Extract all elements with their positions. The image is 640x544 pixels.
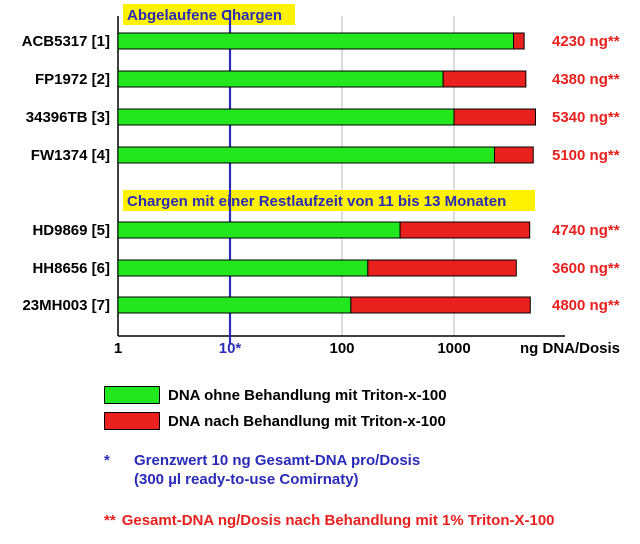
bar-untreated [117,296,352,314]
bar-untreated [117,32,515,50]
triton-note: ** Gesamt-DNA ng/Dosis nach Behandlung mi… [104,512,555,529]
legend-label-treated: DNA nach Behandlung mit Triton-x-100 [168,412,446,430]
value-label: 3600 ng** [552,260,620,277]
category-label: 23MH003 [7] [22,297,110,314]
legend-item-untreated: DNA ohne Behandlung mit Triton-x-100 [104,382,624,408]
labels-layer: ACB5317 [1] 4230 ng** FP1972 [2] 4380 ng** 3… [22,33,620,357]
threshold-note: * Grenzwert 10 ng Gesamt-DNA pro/Dosis (3… [104,452,420,488]
x-axis-label: ng DNA/Dosis [520,340,620,357]
threshold-note-line2: (300 µl ready-to-use Comirnaty) [134,471,359,488]
legend: DNA ohne Behandlung mit Triton-x-100 DNA… [104,382,624,434]
x-tick-label: 1 [114,340,122,357]
category-label: ACB5317 [1] [22,33,110,50]
x-tick-label: 10* [219,340,242,357]
bar-treated [453,108,536,126]
category-label: HH8656 [6] [32,260,110,277]
value-label: 4230 ng** [552,33,620,50]
value-label: 4800 ng** [552,297,620,314]
legend-swatch-red [104,412,160,430]
x-tick-label: 1000 [437,340,470,357]
category-label: HD9869 [5] [32,222,110,239]
bar-untreated [117,70,444,88]
value-label: 5100 ng** [552,147,620,164]
value-label: 5340 ng** [552,109,620,126]
section-header-title: Chargen mit einer Restlaufzeit von 11 bi… [127,193,506,210]
x-tick-label: 100 [329,340,354,357]
section-header-title: Abgelaufene Chargen [127,7,282,24]
legend-swatch-green [104,386,160,404]
bar-treated [350,296,531,314]
bar-treated [494,146,534,164]
grid-layer: Abgelaufene Chargen Chargen mit einer Res… [117,4,565,344]
threshold-note-mark: * [104,452,110,469]
section-header-bg [123,4,295,25]
bars-layer [117,32,536,314]
bar-treated [399,221,531,239]
triton-note-text: Gesamt-DNA ng/Dosis nach Behandlung mit … [121,512,555,529]
section-header-bg [123,190,535,211]
category-label: FW1374 [4] [31,147,110,164]
bar-untreated [117,108,455,126]
legend-label-untreated: DNA ohne Behandlung mit Triton-x-100 [168,386,447,404]
bar-untreated [117,221,401,239]
bar-treated [367,259,517,277]
category-label: FP1972 [2] [35,71,110,88]
category-label: 34396TB [3] [26,109,110,126]
threshold-note-line1: Grenzwert 10 ng Gesamt-DNA pro/Dosis [134,452,421,469]
legend-item-treated: DNA nach Behandlung mit Triton-x-100 [104,408,624,434]
value-label: 4380 ng** [552,71,620,88]
bar-untreated [117,259,369,277]
bar-treated [513,32,525,50]
bar-untreated [117,146,496,164]
bar-treated [442,70,527,88]
value-label: 4740 ng** [552,222,620,239]
triton-note-mark: ** [104,512,116,529]
